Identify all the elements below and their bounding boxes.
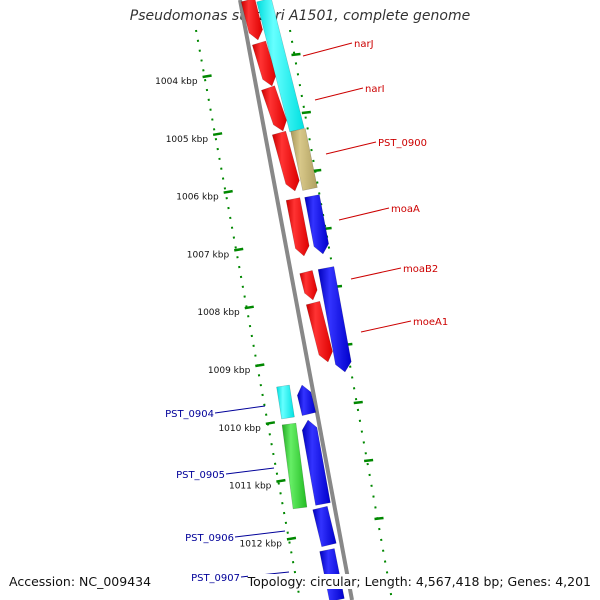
gene-red-arrow[interactable] [299,270,318,301]
gene-red-arrow[interactable] [240,0,263,41]
gene-leader-line [302,42,353,57]
gene-red-arrow[interactable] [285,197,310,257]
scale-major-tick [223,189,233,194]
scale-tick-label: 1006 kbp [176,193,219,203]
gene-cyan-block[interactable] [256,0,305,133]
gene-label[interactable]: PST_0900 [378,138,427,149]
outer-major-tick [301,110,311,115]
gene-label[interactable]: narJ [354,39,374,50]
scale-tick-label: 1004 kbp [155,77,198,87]
scale-major-tick [244,305,254,310]
gene-label[interactable]: PST_0907 [191,573,240,584]
scale-major-tick [286,536,297,541]
scale-tick-label: 1005 kbp [166,135,209,145]
outer-major-tick [374,516,384,521]
map-title: Pseudomonas stutzeri A1501, complete gen… [129,8,471,24]
topology-text: Topology: circular; Length: 4,567,418 bp… [247,574,591,589]
accession-text: Accession: NC_009434 [9,574,152,589]
scale-major-tick [202,74,212,79]
scale-major-tick [276,478,286,483]
gene-blue-arrow[interactable] [304,194,329,255]
scale-major-tick [265,421,276,426]
scale-major-tick [255,363,265,368]
backbone-line [238,0,354,600]
gene-leader-line [338,207,390,221]
outer-major-tick [291,52,301,57]
gene-red-arrow[interactable] [305,300,333,363]
gene-tan-block[interactable] [290,128,318,191]
gene-label[interactable]: narI [365,84,385,95]
outer-major-tick [363,458,374,463]
scale-tick-label: 1008 kbp [197,308,240,318]
gene-leader-line [314,87,364,101]
outer-major-tick [353,400,363,405]
gene-label[interactable]: moeA1 [413,317,448,328]
gene-green-block[interactable] [281,422,308,510]
gene-blue-arrow[interactable] [317,266,352,373]
gene-red-arrow[interactable] [271,130,300,192]
gene-leader-line [360,320,412,333]
gene-leader-line [234,530,286,538]
gene-blue-arrow[interactable] [297,384,317,416]
gene-blue-block[interactable] [312,505,337,548]
gene-label[interactable]: PST_0905 [176,470,225,481]
scale-major-tick [212,132,223,137]
gene-leader-line [214,405,266,414]
scale-tick-label: 1012 kbp [240,539,283,549]
scale-tick-label: 1007 kbp [187,250,230,260]
gene-label[interactable]: moaB2 [403,264,438,275]
scale-tick-label: 1009 kbp [208,366,251,376]
gene-red-arrow[interactable] [261,85,287,132]
gene-label[interactable]: moaA [391,204,420,215]
gene-cyan-block[interactable] [276,384,295,420]
scale-tick-label: 1010 kbp [218,424,261,434]
gene-label[interactable]: PST_0906 [185,533,234,544]
scale-tick-label: 1011 kbp [229,482,272,492]
scale-major-tick [234,247,244,252]
gene-leader-line [325,141,377,155]
gene-leader-line [350,267,402,280]
gene-leader-line [225,467,275,475]
gene-red-arrow[interactable] [251,40,277,87]
gene-label[interactable]: PST_0904 [165,409,214,420]
gene-blue-arrow[interactable] [301,419,331,506]
